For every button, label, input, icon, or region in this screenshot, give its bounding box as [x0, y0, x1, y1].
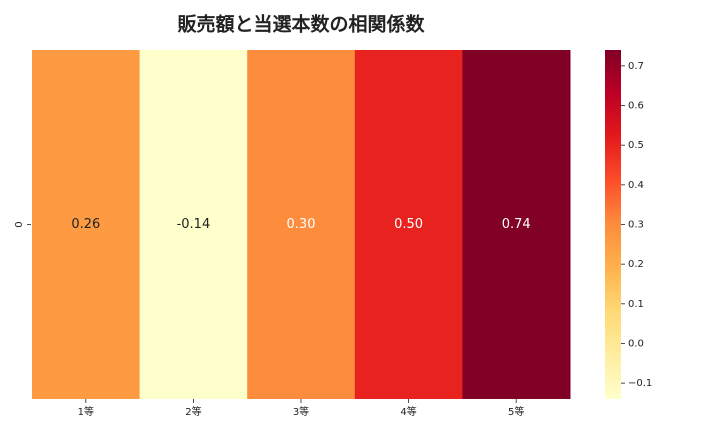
- colorbar-tick-label: 0.7: [628, 61, 644, 72]
- heatmap-cell: [32, 50, 141, 399]
- chart-title: 販売額と当選本数の相関係数: [177, 13, 425, 36]
- cell-label: 0.26: [71, 217, 100, 232]
- colorbar-tick-label: 0.4: [628, 180, 644, 191]
- colorbar-tick-label: 0.0: [628, 338, 644, 349]
- cell-label: 0.50: [394, 217, 423, 232]
- cell-label: -0.14: [177, 217, 211, 232]
- x-tick-label: 4等: [400, 405, 416, 418]
- x-tick-label: 3等: [293, 405, 309, 418]
- colorbar-tick-label: −0.1: [628, 378, 652, 389]
- colorbar-tick-label: 0.6: [628, 101, 644, 112]
- x-tick-label: 1等: [78, 405, 94, 418]
- y-tick-label: 0: [14, 221, 25, 227]
- colorbar-tick-label: 0.1: [628, 299, 644, 310]
- colorbar-tick-label: 0.5: [628, 140, 644, 151]
- cell-label: 0.74: [502, 217, 531, 232]
- heatmap-cell: [462, 50, 571, 399]
- heatmap-cell: [354, 50, 463, 399]
- colorbar: [605, 50, 621, 399]
- x-tick-label: 2等: [185, 405, 201, 418]
- heatmap-cell: [247, 50, 356, 399]
- x-tick-label: 5等: [508, 405, 524, 418]
- cell-label: 0.30: [287, 217, 316, 232]
- colorbar-tick-label: 0.2: [628, 259, 644, 270]
- colorbar-tick-label: 0.3: [628, 220, 644, 231]
- heatmap-cell: [139, 50, 248, 399]
